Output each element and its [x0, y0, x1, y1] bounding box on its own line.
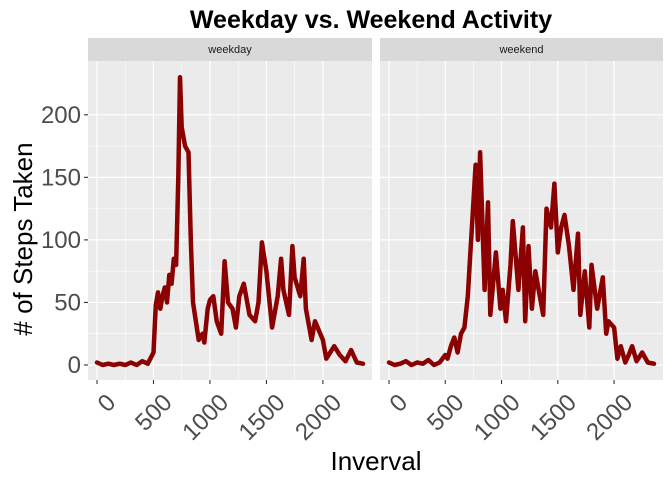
series-line-weekend [386, 150, 657, 368]
x-tick-label: 1000 [177, 389, 234, 446]
y-tick-label: 50 [54, 289, 81, 316]
x-tick-label: 0 [93, 389, 122, 418]
facet-panel-weekend: weekend 0 500 1000 1500 2000 [380, 38, 663, 446]
x-tick-label: 2000 [581, 389, 638, 446]
facet-strip-label-weekend: weekend [498, 44, 543, 56]
panel-background-weekend [380, 61, 663, 380]
x-tick-label: 2000 [290, 389, 347, 446]
chart-title: Weekday vs. Weekend Activity [190, 6, 552, 34]
x-tick-label: 1500 [234, 389, 291, 446]
x-tick-label: 500 [422, 389, 469, 436]
y-axis-title: # of Steps Taken [8, 142, 38, 335]
panel-background-weekday [88, 61, 372, 380]
facet-strip-label-weekday: weekday [207, 44, 252, 56]
series-line-weekday [94, 75, 366, 368]
facet-strip-weekday [88, 38, 372, 61]
facet-strip-weekend [380, 38, 663, 61]
x-tick-label: 0 [385, 389, 414, 418]
y-tick-label: 0 [68, 352, 81, 379]
x-axis-title: Inverval [330, 446, 421, 476]
x-tick-label: 500 [130, 389, 177, 436]
y-tick-label: 100 [41, 227, 81, 254]
x-tick-label: 1000 [469, 389, 526, 446]
x-tick-label: 1500 [525, 389, 582, 446]
facet-panel-weekday: weekday 0 500 1000 1500 2000 0 50 100 150 200 [41, 38, 372, 446]
y-tick-label: 200 [41, 102, 81, 129]
y-tick-label: 150 [41, 164, 81, 191]
